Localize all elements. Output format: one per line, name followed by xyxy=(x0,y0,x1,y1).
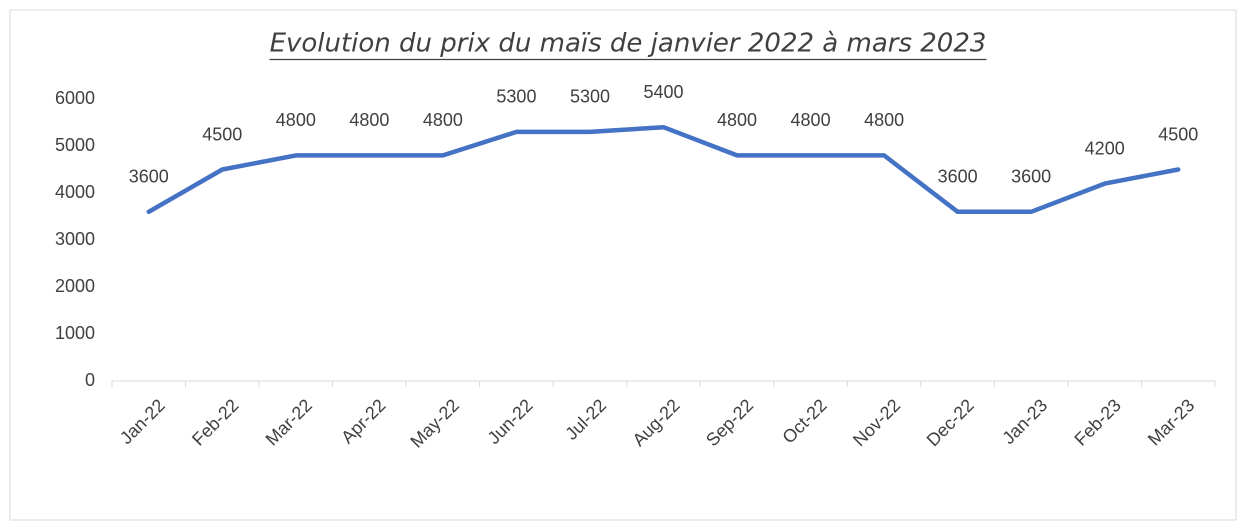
data-label: 3600 xyxy=(1011,167,1051,187)
data-label: 5300 xyxy=(496,87,536,107)
line xyxy=(146,124,1181,215)
y-tick-label: 2000 xyxy=(55,276,95,296)
y-tick-label: 1000 xyxy=(55,323,95,343)
data-label: 4800 xyxy=(349,110,389,130)
y-tick-label: 4000 xyxy=(55,182,95,202)
chart-title: Evolution du prix du maïs de janvier 202… xyxy=(270,29,987,59)
y-tick-label: 3000 xyxy=(55,229,95,249)
data-label: 4200 xyxy=(1085,138,1125,158)
data-label: 3600 xyxy=(129,167,169,187)
y-tick-label: 5000 xyxy=(55,135,95,155)
data-label: 4800 xyxy=(791,110,831,130)
data-label: 4500 xyxy=(202,124,242,144)
data-label: 4800 xyxy=(276,110,316,130)
chart-frame xyxy=(9,9,1237,521)
data-label: 5400 xyxy=(643,82,683,102)
data-label: 4800 xyxy=(423,110,463,130)
y-tick-label: 0 xyxy=(85,370,95,390)
data-label: 5300 xyxy=(570,87,610,107)
data-label: 4800 xyxy=(864,110,904,130)
data-label: 4500 xyxy=(1158,124,1198,144)
data-label: 3600 xyxy=(938,167,978,187)
y-tick-label: 6000 xyxy=(55,88,95,108)
data-label: 4800 xyxy=(717,110,757,130)
